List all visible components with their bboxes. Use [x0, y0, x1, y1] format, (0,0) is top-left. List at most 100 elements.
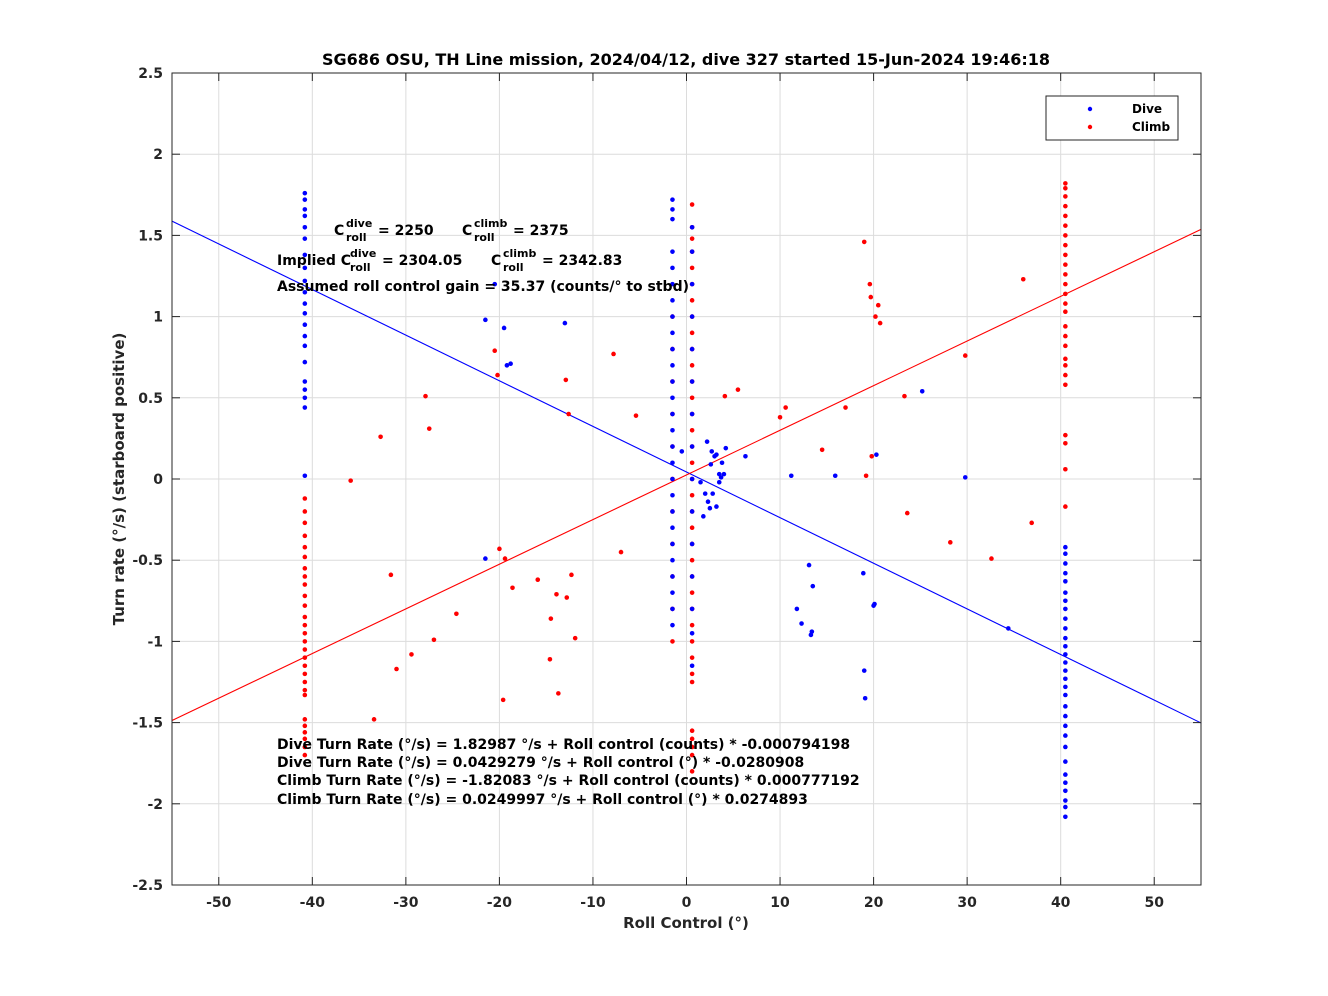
implied-dive-value: = 2304.05	[382, 253, 462, 269]
dive-point	[670, 460, 675, 466]
climb-point	[1063, 324, 1068, 329]
climb-point	[1063, 333, 1068, 339]
climb-point	[302, 663, 308, 669]
dive-point	[670, 281, 675, 287]
dive-point	[302, 359, 308, 365]
croll-climb-value: = 2375	[513, 223, 569, 239]
climb-point	[302, 520, 308, 526]
dive-point	[788, 473, 794, 479]
dive-point	[832, 473, 838, 479]
climb-point	[1063, 301, 1068, 306]
climb-point	[388, 572, 394, 578]
climb-point	[947, 540, 953, 545]
climb-point	[1063, 203, 1068, 209]
climb-point	[689, 679, 695, 685]
dive-points	[302, 190, 1068, 820]
croll-climb-sup: climb	[474, 217, 508, 230]
implied-label: Implied C	[277, 253, 351, 269]
climb-point	[569, 572, 574, 578]
climb-point	[1063, 372, 1068, 378]
data-points	[302, 181, 1068, 820]
dive-point	[1063, 788, 1068, 794]
dive-point	[670, 444, 675, 449]
dive-point	[670, 314, 675, 319]
dive-point	[1063, 772, 1068, 777]
fit-equation-dive-counts: Dive Turn Rate (°/s) = 1.82987 °/s + Rol…	[277, 737, 850, 753]
dive-point	[302, 311, 308, 316]
dive-point	[689, 509, 695, 514]
climb-point	[875, 302, 881, 308]
climb-point	[1020, 276, 1026, 282]
climb-point	[302, 593, 308, 599]
x-tick-labels: -50 -40 -30 -20 -10 0 10 20 30 40 50	[206, 895, 1164, 911]
climb-point	[1063, 504, 1068, 509]
dive-point	[302, 224, 308, 230]
climb-point	[302, 554, 308, 560]
dive-point	[1063, 744, 1068, 750]
y-tick-label: 1	[153, 310, 163, 326]
dive-point	[698, 479, 703, 485]
climb-fit-line	[171, 228, 1202, 721]
croll-dive-value: = 2250	[378, 223, 434, 239]
x-tick-label: 50	[1144, 895, 1164, 911]
dive-point	[670, 249, 675, 254]
climb-point	[689, 492, 695, 498]
dive-point	[721, 471, 727, 477]
climb-point	[689, 265, 695, 271]
dive-point	[1063, 704, 1068, 709]
dive-point	[670, 207, 675, 212]
climb-point	[302, 582, 308, 587]
y-tick-label: -0.5	[132, 553, 163, 569]
x-tick-label: 30	[957, 895, 977, 911]
y-tick-label: -2	[147, 797, 163, 813]
x-tick-label: -10	[580, 895, 606, 911]
dive-point	[1063, 579, 1068, 584]
y-tick-label: -2.5	[132, 878, 163, 894]
climb-point	[1063, 382, 1068, 388]
climb-point	[302, 496, 308, 501]
climb-point	[495, 372, 500, 378]
dive-point	[1063, 570, 1068, 576]
climb-point	[302, 639, 308, 644]
climb-point	[1063, 309, 1068, 315]
dive-point	[302, 473, 308, 479]
dive-point	[705, 499, 711, 505]
dive-point	[723, 445, 729, 451]
x-tick-label: -40	[300, 895, 326, 911]
dive-point	[670, 330, 675, 336]
climb-point	[1063, 356, 1068, 362]
dive-point	[810, 583, 816, 589]
dive-point	[1063, 652, 1068, 657]
dive-point	[670, 525, 675, 531]
climb-point	[302, 566, 308, 571]
x-tick-label: 0	[682, 895, 692, 911]
climb-point	[302, 533, 308, 539]
dive-point	[483, 317, 488, 323]
dive-point	[670, 363, 675, 368]
dive-point	[670, 476, 675, 482]
climb-point	[548, 616, 554, 621]
climb-point	[1063, 440, 1068, 446]
climb-point	[492, 348, 498, 354]
legend-box	[1045, 95, 1179, 141]
dive-point	[861, 668, 867, 673]
climb-point	[689, 202, 695, 207]
dive-point	[704, 439, 710, 444]
dive-fit-line	[171, 220, 1202, 724]
dive-point	[689, 630, 695, 636]
dive-point	[302, 322, 308, 328]
climb-point	[689, 525, 695, 531]
climb-point	[1063, 242, 1068, 248]
annotation-croll: C dive roll = 2250 C climb roll = 2375	[334, 217, 569, 244]
dive-point	[302, 379, 308, 384]
climb-point	[454, 611, 459, 617]
dive-point	[1063, 551, 1068, 557]
climb-point	[611, 351, 616, 357]
dive-point	[689, 314, 695, 319]
fit-equation-dive-degrees: Dive Turn Rate (°/s) = 0.0429279 °/s + R…	[277, 755, 804, 771]
y-tick-label: 1.5	[138, 228, 163, 244]
climb-point	[1063, 343, 1068, 349]
dive-point	[919, 389, 925, 394]
climb-point	[735, 387, 741, 392]
dive-point	[689, 574, 695, 579]
